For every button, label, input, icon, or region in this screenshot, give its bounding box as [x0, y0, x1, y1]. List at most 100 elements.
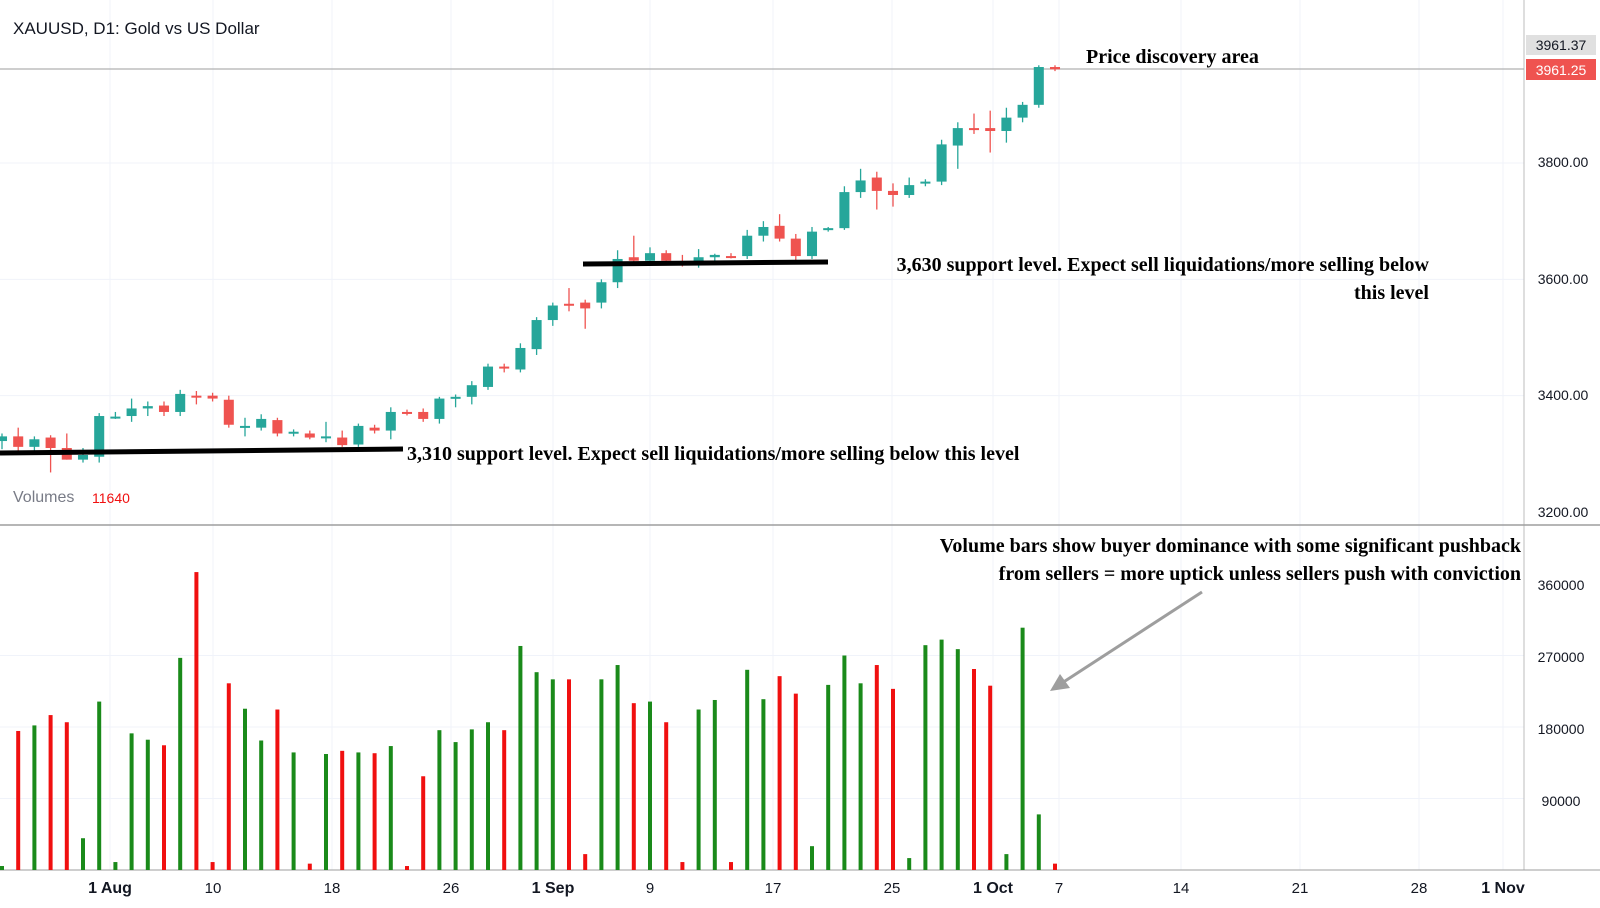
candle-body [596, 282, 607, 303]
volume-bar [210, 862, 215, 870]
candle-body [661, 253, 672, 261]
support-3310-annotation: 3,310 support level. Expect sell liquida… [407, 443, 1020, 465]
volume-tick-90000: 90000 [1542, 793, 1581, 809]
volume-bar [518, 645, 523, 870]
candle-body [256, 418, 267, 428]
price-tick-3200: 3200.00 [1538, 504, 1589, 520]
prev-close-price-tag [1526, 35, 1596, 55]
candle-body [871, 177, 882, 191]
candle-body [385, 411, 396, 431]
price-discovery-annotation: Price discovery area [1086, 46, 1259, 68]
volume-bar [696, 709, 701, 870]
candle-body [418, 411, 429, 419]
candle-body [401, 411, 413, 414]
candle-body [531, 320, 542, 350]
support-line-3310 [0, 446, 404, 456]
last-price-tag [1526, 59, 1596, 80]
prev-close-price-label: 3961.37 [1536, 37, 1587, 53]
volume-bar [939, 639, 944, 870]
annotation-arrow-line [1061, 590, 1203, 685]
volume-tick-180000: 180000 [1538, 721, 1585, 737]
volume-bar [1004, 854, 1009, 870]
volume-bar [858, 683, 863, 870]
volume-bar [648, 701, 652, 870]
volume-bar [129, 733, 134, 870]
candle-body [725, 256, 737, 259]
candle-body [207, 395, 218, 399]
volume-bar [194, 572, 199, 870]
volume-bar [631, 703, 636, 870]
annotation-arrow-head [1050, 674, 1070, 691]
volume-bar [680, 862, 685, 870]
time-tick-26: 26 [443, 880, 460, 897]
time-tick-28: 28 [1411, 880, 1428, 897]
volume-bar [1053, 863, 1057, 870]
candle-body [272, 420, 283, 434]
volume-bar [550, 679, 555, 870]
candle-body [839, 192, 850, 229]
candle-body [1017, 104, 1028, 118]
candle-body [434, 398, 445, 419]
volume-note-line2: from sellers = more uptick unless seller… [999, 563, 1521, 585]
candle-body [369, 427, 380, 431]
candle-body [823, 228, 834, 231]
candle-body [0, 436, 8, 442]
volume-bar [32, 725, 37, 870]
volume-bars-group [0, 572, 1057, 870]
volume-bar [664, 722, 669, 870]
volume-bar [453, 742, 458, 870]
candle-body [985, 128, 996, 132]
candle-body [482, 366, 494, 387]
candle-body [126, 408, 137, 417]
volume-bar [891, 688, 895, 870]
time-tick-17: 17 [765, 880, 782, 897]
time-tick-14: 14 [1173, 880, 1190, 897]
volume-bar [405, 866, 409, 870]
volume-bar [810, 846, 814, 870]
time-tick-10: 10 [205, 880, 222, 897]
candle-body [29, 439, 40, 447]
candle-body [288, 431, 299, 434]
candle-body [628, 257, 639, 261]
candle-body [499, 366, 510, 369]
volume-bar [1036, 814, 1041, 870]
candle-body [904, 185, 915, 195]
time-tick-7: 7 [1055, 880, 1063, 897]
volume-bar [81, 838, 85, 870]
candle-body [239, 425, 251, 428]
volume-bar [567, 679, 571, 870]
volume-bar [842, 655, 847, 870]
candle-body [952, 128, 963, 146]
volume-bar [113, 862, 118, 870]
candle-body [1033, 67, 1044, 105]
candle-body [644, 253, 656, 261]
candle-body [936, 144, 947, 182]
volume-bar [502, 730, 507, 870]
volume-bar [0, 866, 4, 870]
volume-bar [340, 750, 345, 870]
volume-bar [275, 709, 280, 870]
volume-bar [874, 665, 879, 870]
volume-bar [291, 752, 296, 870]
volume-bar [712, 699, 717, 870]
candle-body [1049, 67, 1061, 70]
time-tick-1-nov: 1 Nov [1481, 880, 1525, 897]
volume-bar [356, 752, 361, 870]
time-tick-9: 9 [646, 880, 654, 897]
candle-body [175, 393, 186, 412]
candle-body [920, 181, 931, 184]
candle-body [968, 128, 980, 131]
volume-bar [907, 858, 912, 870]
volume-bar [599, 679, 604, 870]
volume-bar [162, 745, 166, 870]
candle-body [790, 238, 801, 257]
candle-body [304, 433, 315, 438]
candle-body [337, 437, 348, 446]
volume-bar [469, 729, 474, 870]
candle-body [742, 235, 753, 257]
volume-bar [243, 708, 247, 870]
candle-body [693, 257, 704, 262]
volume-bar [16, 730, 21, 870]
volume-bar [777, 676, 782, 870]
